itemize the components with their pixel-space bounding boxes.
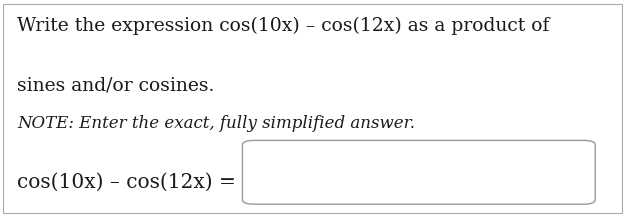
Text: NOTE: Enter the exact, fully simplified answer.: NOTE: Enter the exact, fully simplified …	[18, 115, 415, 132]
Text: sines and/or cosines.: sines and/or cosines.	[18, 77, 215, 95]
Text: Write the expression cos(10x) – cos(12x) as a product of: Write the expression cos(10x) – cos(12x)…	[18, 17, 550, 35]
FancyBboxPatch shape	[242, 140, 595, 204]
Text: cos(10x) – cos(12x) =: cos(10x) – cos(12x) =	[18, 172, 236, 191]
